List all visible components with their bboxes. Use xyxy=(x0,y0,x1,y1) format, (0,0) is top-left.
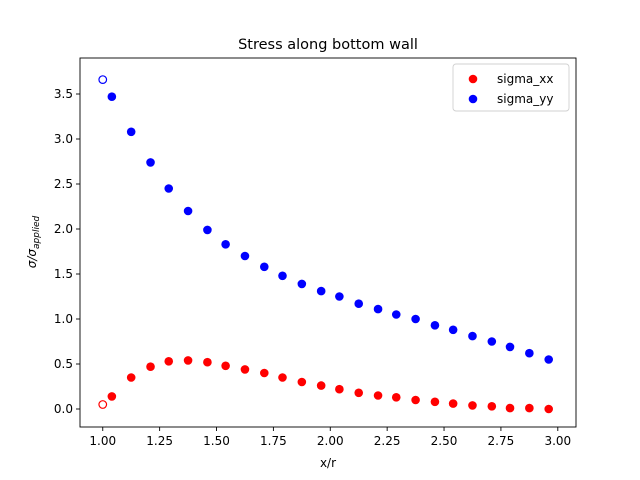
data-point-sigma_xx xyxy=(468,401,477,410)
x-tick-label: 2.75 xyxy=(488,434,515,448)
data-point-sigma_xx xyxy=(525,403,534,413)
data-point-sigma_yy xyxy=(505,342,515,352)
data-point-sigma_yy xyxy=(391,310,401,319)
x-tick-label: 2.50 xyxy=(431,434,458,448)
data-point-sigma_yy xyxy=(448,325,458,335)
data-point-sigma_xx xyxy=(221,361,230,371)
legend-label-sigma_yy: sigma_yy xyxy=(497,92,553,106)
legend-marker-sigma_xx xyxy=(468,74,478,84)
data-point-sigma_xx xyxy=(354,388,364,398)
data-point-sigma_xx xyxy=(203,357,212,367)
x-tick-label: 1.75 xyxy=(260,434,287,448)
data-point-sigma_yy xyxy=(183,206,193,216)
legend-label-sigma_xx: sigma_xx xyxy=(497,72,553,86)
data-point-sigma_yy xyxy=(468,331,477,341)
data-point-sigma_xx xyxy=(126,373,136,382)
y-tick-label: 2.5 xyxy=(54,177,73,191)
data-point-sigma_xx xyxy=(240,365,250,374)
data-point-sigma_yy xyxy=(164,184,174,193)
data-point-sigma_yy xyxy=(487,337,497,346)
data-point-sigma_yy xyxy=(335,292,344,301)
x-tick-label: 2.25 xyxy=(374,434,401,448)
data-point-sigma_xx xyxy=(448,399,458,408)
data-point-sigma_xx xyxy=(430,397,440,407)
data-point-sigma_xx xyxy=(278,373,287,382)
plot-area: 1.00 1.25 1.50 1.75 2.00 2.25 2.50 2.75 3.00 0.0 0… xyxy=(54,57,577,448)
series-sigma_yy xyxy=(98,75,553,364)
data-point-sigma_yy xyxy=(316,286,326,296)
data-point-sigma_xx xyxy=(373,391,383,400)
data-point-sigma_xx xyxy=(505,403,515,413)
chart-title: Stress along bottom wall xyxy=(238,37,418,53)
y-tick-label: 3.0 xyxy=(54,132,73,146)
data-point-sigma_xx xyxy=(183,356,193,365)
x-tick-label: 1.25 xyxy=(146,434,173,448)
x-axis-label: x/r xyxy=(320,456,336,470)
data-point-sigma_yy xyxy=(544,355,553,364)
data-point-sigma_yy xyxy=(126,127,136,137)
data-point-sigma_xx xyxy=(335,384,344,394)
data-point-sigma_yy xyxy=(430,321,440,330)
y-tick-label: 1.0 xyxy=(54,312,73,326)
data-point-sigma_xx xyxy=(391,393,401,402)
x-tick-label: 2.00 xyxy=(317,434,344,448)
open-data-point-sigma_yy xyxy=(98,75,108,84)
data-point-sigma_xx xyxy=(316,381,326,390)
data-point-sigma_yy xyxy=(297,279,307,289)
y-axis-label-main: σ/σ xyxy=(25,249,39,269)
y-axis-label: σ/σapplied xyxy=(25,215,42,268)
legend: sigma_xx sigma_yy xyxy=(452,63,570,112)
legend-box xyxy=(452,63,570,112)
data-point-sigma_yy xyxy=(354,299,364,309)
legend-marker-sigma_yy xyxy=(468,94,478,104)
data-point-sigma_yy xyxy=(259,262,269,272)
data-point-sigma_xx xyxy=(411,395,420,405)
data-point-sigma_yy xyxy=(107,92,117,101)
data-point-sigma_yy xyxy=(278,271,287,281)
data-point-sigma_xx xyxy=(544,404,553,414)
data-point-sigma_yy xyxy=(146,158,155,167)
y-tick-label: 0.0 xyxy=(54,402,73,416)
data-point-sigma_xx xyxy=(164,357,174,366)
data-point-sigma_xx xyxy=(259,368,269,378)
data-point-sigma_yy xyxy=(203,225,212,235)
y-tick-label: 0.5 xyxy=(54,357,73,371)
data-point-sigma_xx xyxy=(107,392,117,401)
x-tick-label: 1.50 xyxy=(203,434,230,448)
data-point-sigma_xx xyxy=(146,362,155,372)
y-tick-label: 1.5 xyxy=(54,267,73,281)
x-tick-label: 3.00 xyxy=(544,434,571,448)
data-point-sigma_yy xyxy=(373,304,383,314)
y-tick-label: 3.5 xyxy=(54,87,73,101)
x-tick-label: 1.00 xyxy=(89,434,116,448)
data-point-sigma_yy xyxy=(525,348,534,358)
data-point-sigma_yy xyxy=(240,251,250,261)
data-point-sigma_xx xyxy=(487,402,497,411)
data-point-sigma_yy xyxy=(411,314,420,324)
series-sigma_xx xyxy=(98,356,553,414)
open-data-point-sigma_xx xyxy=(98,400,108,409)
data-point-sigma_yy xyxy=(221,240,230,249)
y-tick-label: 2.0 xyxy=(54,222,73,236)
data-point-sigma_xx xyxy=(297,377,307,387)
axes-frame xyxy=(79,57,577,428)
y-axis-label-subscript: applied xyxy=(32,215,42,248)
